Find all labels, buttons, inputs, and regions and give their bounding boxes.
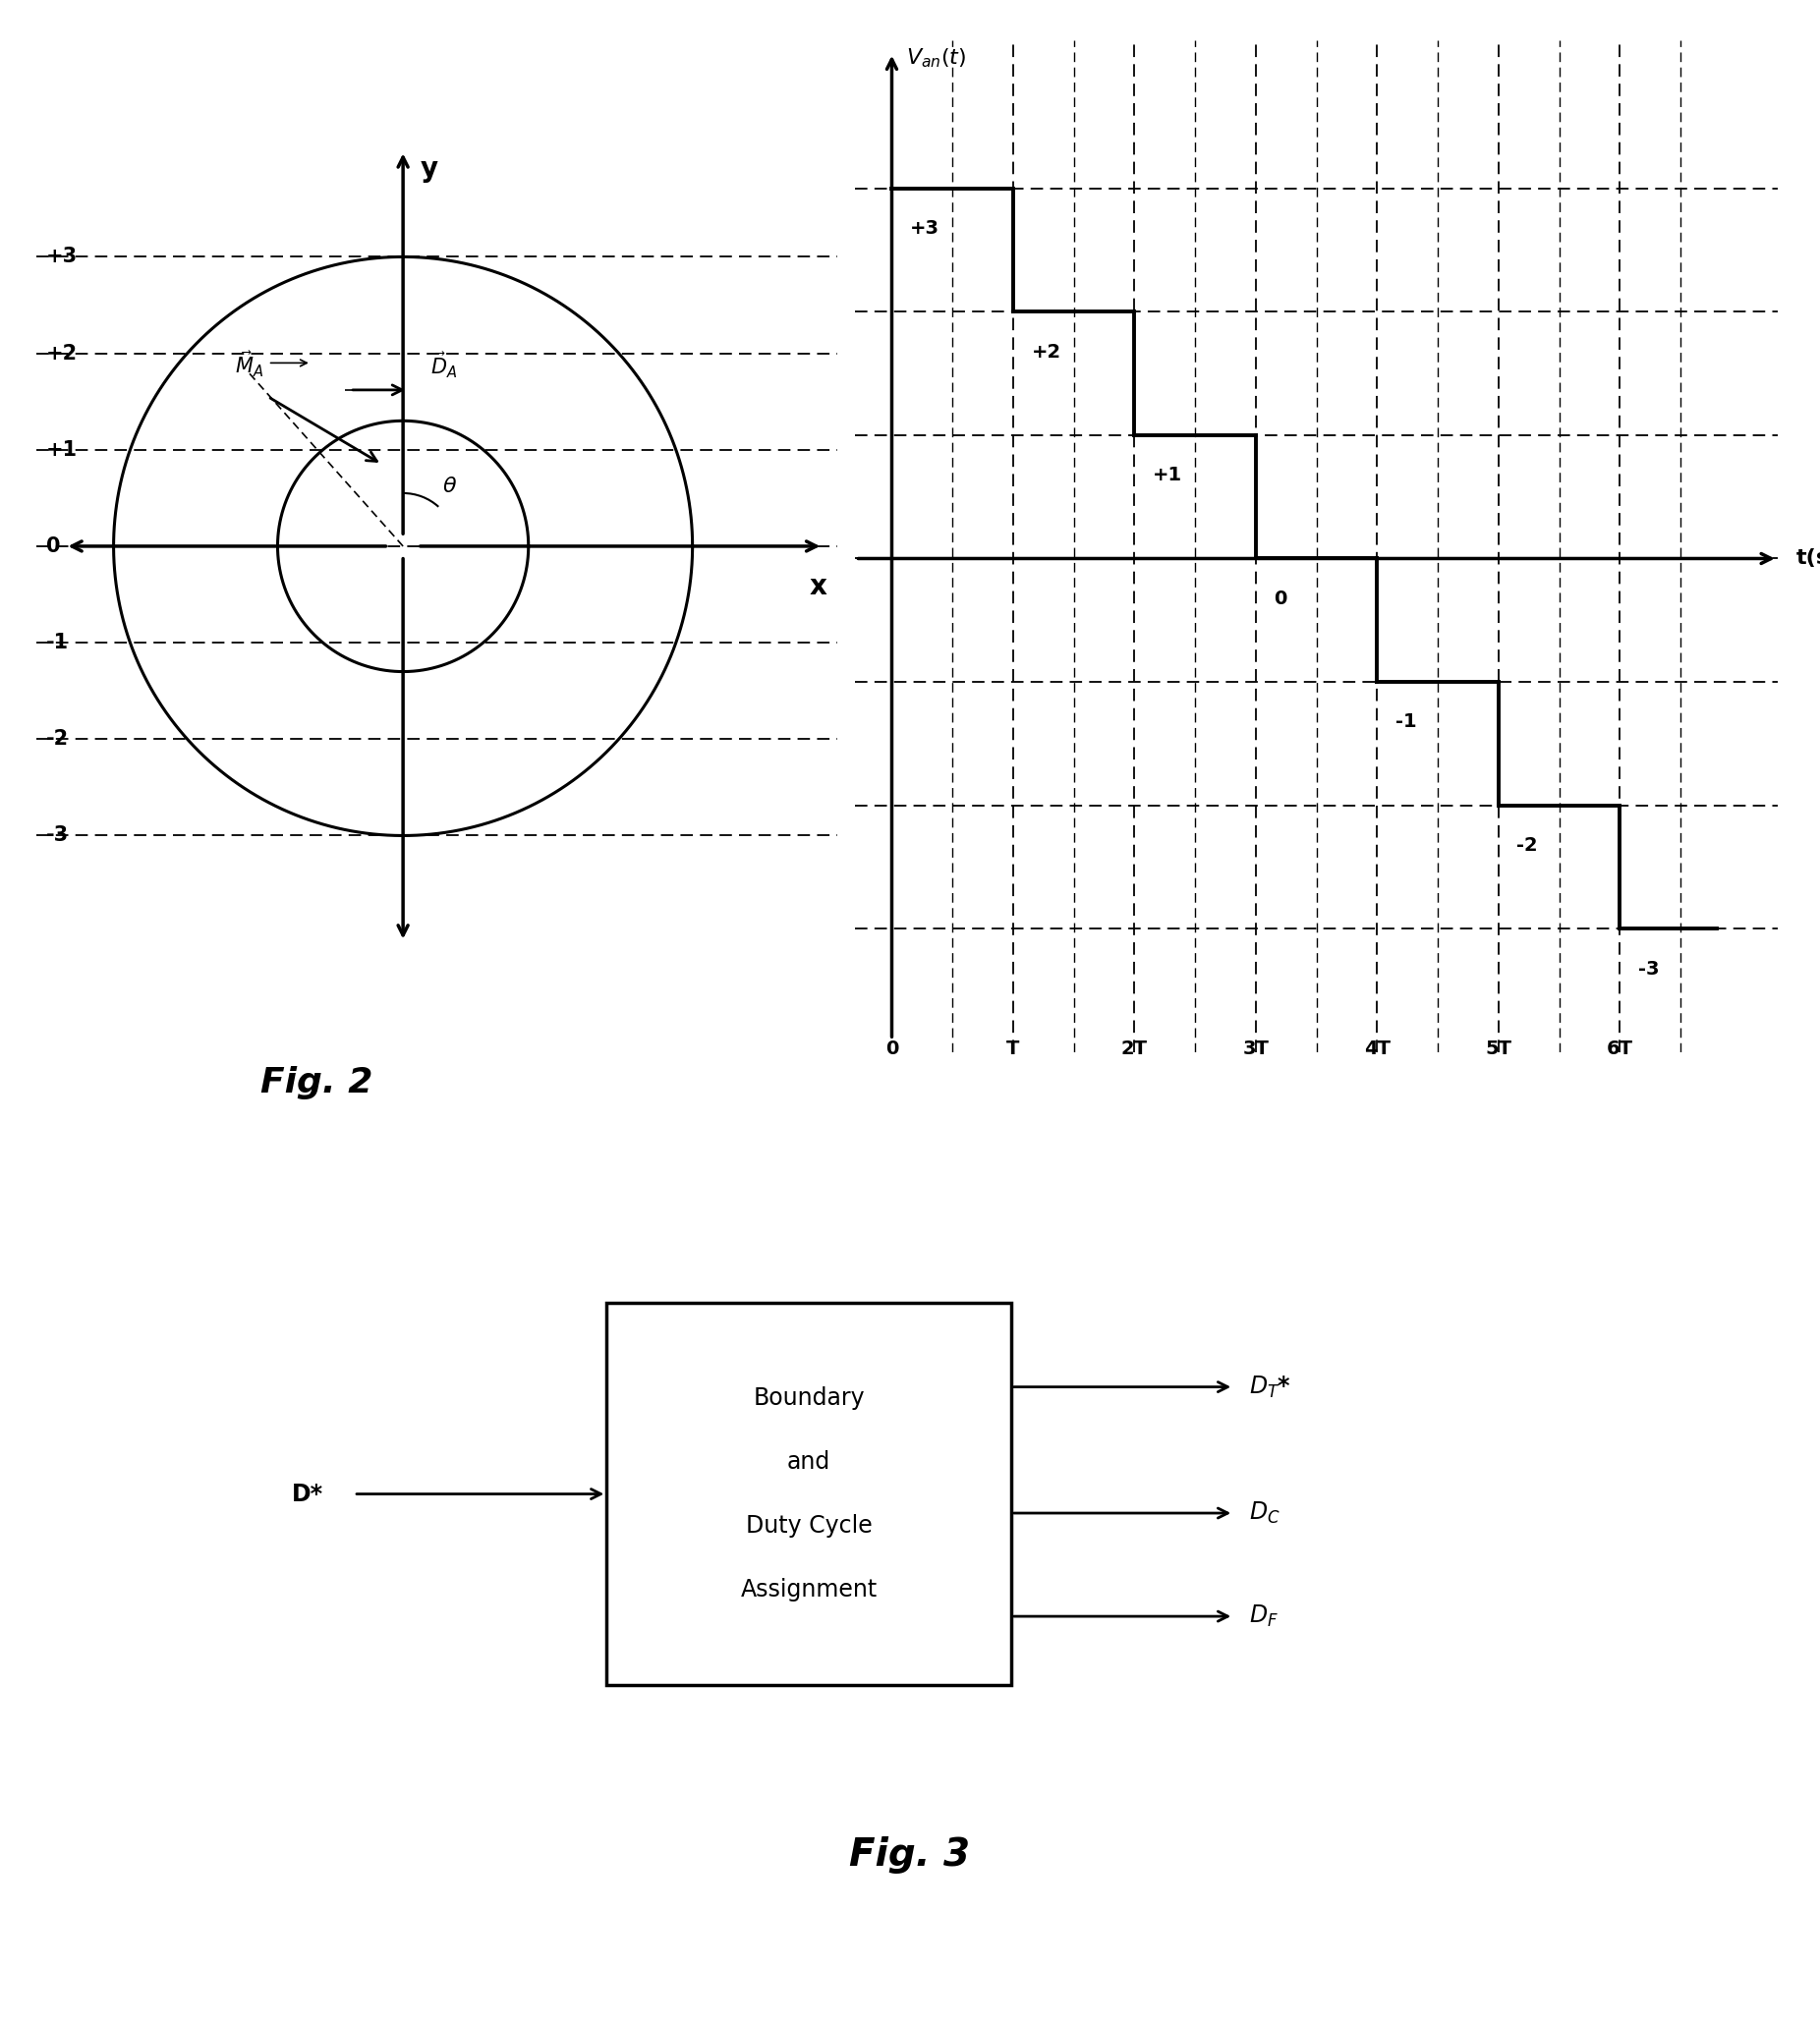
Text: Boundary: Boundary <box>753 1386 864 1410</box>
Text: $D_C$: $D_C$ <box>1249 1501 1279 1525</box>
Text: 0: 0 <box>1274 589 1287 609</box>
Text: $\vec{M}_A$: $\vec{M}_A$ <box>235 350 264 380</box>
Text: $\theta$: $\theta$ <box>442 477 457 496</box>
Text: 5T: 5T <box>1485 1040 1512 1058</box>
Text: +2: +2 <box>1032 342 1061 362</box>
Text: y: y <box>420 156 439 182</box>
Text: 2T: 2T <box>1121 1040 1148 1058</box>
Text: -1: -1 <box>46 633 69 653</box>
Text: -1: -1 <box>1396 712 1416 732</box>
Text: +2: +2 <box>46 344 78 362</box>
Text: +1: +1 <box>46 439 78 459</box>
Text: and: and <box>786 1450 830 1475</box>
Text: 0: 0 <box>46 536 60 556</box>
Text: D*: D* <box>291 1483 324 1505</box>
Text: -3: -3 <box>1638 959 1660 977</box>
Text: +1: +1 <box>1152 465 1183 486</box>
Text: 4T: 4T <box>1363 1040 1390 1058</box>
Text: +3: +3 <box>910 218 939 239</box>
Text: Fig. 3: Fig. 3 <box>850 1837 970 1873</box>
Text: -2: -2 <box>1516 835 1538 856</box>
Text: T: T <box>1006 1040 1019 1058</box>
Text: $V_{an}(t)$: $V_{an}(t)$ <box>906 47 966 71</box>
Text: Duty Cycle: Duty Cycle <box>746 1513 872 1537</box>
Text: 0: 0 <box>885 1040 899 1058</box>
Text: $D_T$*: $D_T$* <box>1249 1374 1290 1400</box>
Text: 6T: 6T <box>1607 1040 1633 1058</box>
Text: Fig. 2: Fig. 2 <box>260 1066 373 1098</box>
Text: -3: -3 <box>46 825 69 846</box>
Text: 3T: 3T <box>1243 1040 1269 1058</box>
Text: x: x <box>810 573 826 601</box>
Text: -2: -2 <box>46 730 69 749</box>
Text: t(s): t(s) <box>1796 548 1820 568</box>
FancyBboxPatch shape <box>606 1303 1012 1685</box>
Text: $\vec{D}_A$: $\vec{D}_A$ <box>430 350 457 380</box>
Text: Assignment: Assignment <box>741 1578 877 1602</box>
Text: +3: +3 <box>46 247 78 267</box>
Text: $D_F$: $D_F$ <box>1249 1604 1278 1629</box>
